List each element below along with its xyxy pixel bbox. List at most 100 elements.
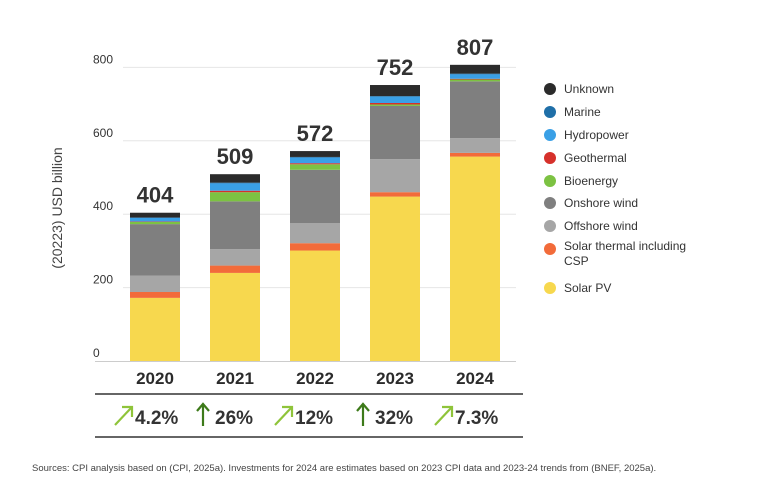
bar-segment-solar-pv [210, 272, 260, 361]
arrow-diagonal-icon [114, 407, 132, 426]
source-note: Sources: CPI analysis based on (CPI, 202… [32, 463, 657, 474]
bar-segment-unknown [370, 85, 420, 97]
y-axis-title: (20223) USD billion [49, 147, 65, 268]
y-tick-label: 400 [93, 199, 113, 213]
bar-stack-2023 [370, 85, 420, 361]
bar-segment-offshore-wind [370, 159, 420, 193]
bar-segment-marine [290, 156, 340, 158]
x-tick-label: 2024 [456, 369, 494, 388]
legend-label: Offshore wind [564, 219, 638, 233]
legend-item: Solar PV [544, 281, 611, 295]
bar-segment-solar-thermal-including-csp [130, 292, 180, 298]
bar-segment-marine [370, 96, 420, 97]
legend-label: Geothermal [564, 151, 627, 165]
bar-segment-solar-pv [450, 156, 500, 361]
bar-segment-hydropower [450, 74, 500, 79]
bar-segment-marine [210, 182, 260, 184]
x-tick-label: 2023 [376, 369, 414, 388]
growth-label: 4.2% [135, 408, 178, 429]
bar-segment-geothermal [450, 78, 500, 80]
legend-label: Hydropower [564, 128, 629, 142]
total-label: 509 [217, 144, 254, 169]
bar-segment-geothermal [210, 190, 260, 193]
arrow-diagonal-head-icon [442, 405, 454, 417]
bars [130, 64, 500, 361]
bar-segment-marine [450, 73, 500, 75]
bar-segment-hydropower [130, 217, 180, 222]
bar-segment-unknown [450, 64, 500, 74]
growth-item: 26% [196, 402, 253, 429]
x-tick-label: 2021 [216, 369, 254, 388]
arrow-up-head-icon [356, 402, 370, 412]
arrow-diagonal-head-icon [122, 405, 134, 417]
y-tick-label: 600 [93, 126, 113, 140]
growth-label: 12% [295, 408, 333, 429]
bar-stack-2020 [130, 212, 180, 361]
legend: Unknown Marine Hydropower Geothermal Bioener… [544, 82, 686, 295]
bar-segment-hydropower [290, 157, 340, 164]
legend-label: Solar thermal including CSP [564, 239, 686, 268]
bar-segment-geothermal [290, 163, 340, 165]
growth-item: 4.2% [114, 405, 178, 429]
legend-swatch [544, 197, 556, 209]
total-label: 752 [377, 55, 414, 80]
arrow-diagonal-icon [274, 407, 292, 426]
bar-segment-offshore-wind [210, 249, 260, 266]
arrow-diagonal-head-icon [282, 405, 294, 417]
bar-segment-bioenergy [370, 104, 420, 106]
x-tick-label: 2020 [136, 369, 174, 388]
bar-segment-onshore-wind [450, 81, 500, 139]
bar-stack-2022 [290, 151, 340, 361]
y-axis-ticks: 0 200 400 600 800 [93, 52, 113, 360]
growth-label: 7.3% [455, 408, 498, 429]
bar-segment-solar-thermal-including-csp [370, 192, 420, 197]
bar-stack-2024 [450, 64, 500, 361]
total-label: 807 [457, 35, 494, 60]
legend-item: Hydropower [544, 128, 629, 142]
legend-swatch [544, 175, 556, 187]
legend-item: Geothermal [544, 151, 627, 165]
bar-segment-bioenergy [130, 221, 180, 225]
growth-item: 32% [356, 402, 413, 429]
x-axis-labels: 2020 2021 2022 2023 2024 [136, 369, 494, 388]
bar-segment-hydropower [370, 96, 420, 103]
y-tick-label: 0 [93, 346, 100, 360]
growth-row: 4.2% 26% 12% 32% 7.3% [114, 402, 498, 429]
growth-label: 32% [375, 408, 413, 429]
legend-item: Solar thermal including CSP [544, 239, 686, 268]
bar-stack-2021 [210, 174, 260, 361]
legend-label: Marine [564, 105, 601, 119]
legend-swatch [544, 282, 556, 294]
bar-segment-bioenergy [290, 164, 340, 170]
bar-segment-bioenergy [450, 79, 500, 82]
bar-segment-solar-thermal-including-csp [210, 265, 260, 273]
growth-item: 7.3% [434, 405, 498, 429]
growth-item: 12% [274, 405, 333, 429]
bar-segment-hydropower [210, 183, 260, 191]
bar-segment-offshore-wind [450, 138, 500, 153]
growth-label: 26% [215, 408, 253, 429]
bar-segment-unknown [130, 212, 180, 218]
legend-label: Solar PV [564, 281, 611, 295]
bar-segment-onshore-wind [370, 105, 420, 160]
legend-swatch [544, 220, 556, 232]
total-labels: 404 509 572 752 807 [137, 35, 494, 208]
bar-segment-unknown [290, 151, 340, 157]
legend-swatch [544, 129, 556, 141]
bar-segment-solar-pv [370, 196, 420, 361]
y-tick-label: 800 [93, 52, 113, 66]
legend-swatch [544, 152, 556, 164]
legend-swatch [544, 106, 556, 118]
bar-segment-onshore-wind [290, 169, 340, 224]
legend-label: Bioenergy [564, 174, 618, 188]
legend-item: Unknown [544, 82, 614, 96]
legend-item: Onshore wind [544, 196, 638, 210]
bar-segment-onshore-wind [210, 201, 260, 250]
legend-item: Offshore wind [544, 219, 638, 233]
legend-swatch [544, 243, 556, 255]
bar-segment-geothermal [370, 102, 420, 105]
bar-segment-offshore-wind [290, 223, 340, 244]
bar-segment-solar-thermal-including-csp [290, 243, 340, 251]
x-tick-label: 2022 [296, 369, 334, 388]
